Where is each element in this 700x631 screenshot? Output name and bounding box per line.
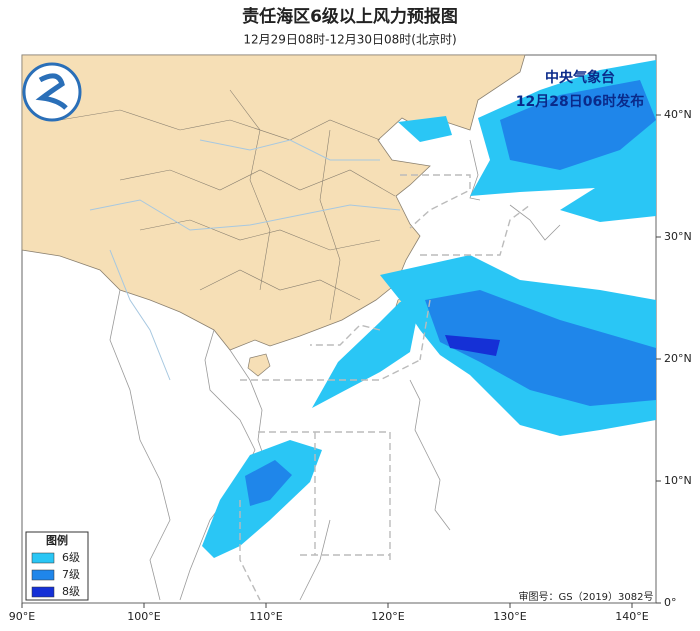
lon-label: 100°E — [127, 610, 160, 623]
wind-area — [245, 460, 292, 506]
lat-label: 10°N — [664, 474, 692, 487]
issuer-name: 中央气象台 — [545, 69, 615, 86]
map-subtitle: 12月29日08时-12月30日08时(北京时) — [243, 33, 456, 47]
lat-label: 0° — [664, 596, 677, 609]
legend-title: 图例 — [46, 533, 68, 547]
wind-area — [425, 290, 656, 406]
legend-swatch — [31, 586, 55, 598]
lon-label: 110°E — [249, 610, 282, 623]
lon-label: 120°E — [371, 610, 404, 623]
legend-label: 6级 — [62, 551, 80, 564]
lat-label: 20°N — [664, 352, 692, 365]
lat-label: 40°N — [664, 108, 692, 121]
lon-label: 130°E — [493, 610, 526, 623]
approval-number: 审图号：GS（2019）3082号 — [519, 590, 654, 603]
lon-label: 90°E — [9, 610, 35, 623]
map-title: 责任海区6级以上风力预报图 — [242, 6, 458, 27]
legend-label: 7级 — [62, 568, 80, 581]
legend-swatch — [31, 569, 55, 581]
wind-area — [500, 80, 656, 170]
logo-mark — [35, 73, 68, 110]
map-area — [21, 54, 657, 604]
hainan — [247, 353, 271, 377]
legend-label: 8级 — [62, 585, 80, 598]
wind-area — [445, 335, 500, 356]
lat-label: 30°N — [664, 230, 692, 243]
wind-area — [312, 302, 420, 408]
legend: 图例 6级 7级 8级 — [25, 531, 89, 601]
lon-label: 140°E — [615, 610, 648, 623]
legend-swatch — [31, 552, 55, 564]
issuer-time: 12月28日06时发布 — [516, 93, 644, 110]
wind-area — [398, 116, 452, 142]
